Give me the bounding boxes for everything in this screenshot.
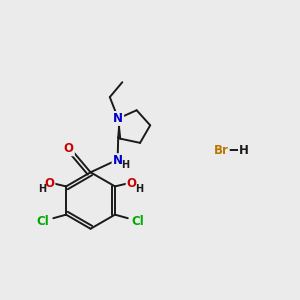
Text: H: H xyxy=(135,184,143,194)
Text: N: N xyxy=(113,112,123,125)
Text: H: H xyxy=(121,160,129,170)
Text: O: O xyxy=(44,177,55,190)
Text: Cl: Cl xyxy=(37,215,49,228)
Text: N: N xyxy=(112,154,123,167)
Text: O: O xyxy=(127,177,137,190)
Text: Cl: Cl xyxy=(132,215,145,228)
Text: O: O xyxy=(64,142,74,155)
Text: H: H xyxy=(38,184,46,194)
Text: Br: Br xyxy=(214,143,229,157)
Text: H: H xyxy=(239,143,249,157)
